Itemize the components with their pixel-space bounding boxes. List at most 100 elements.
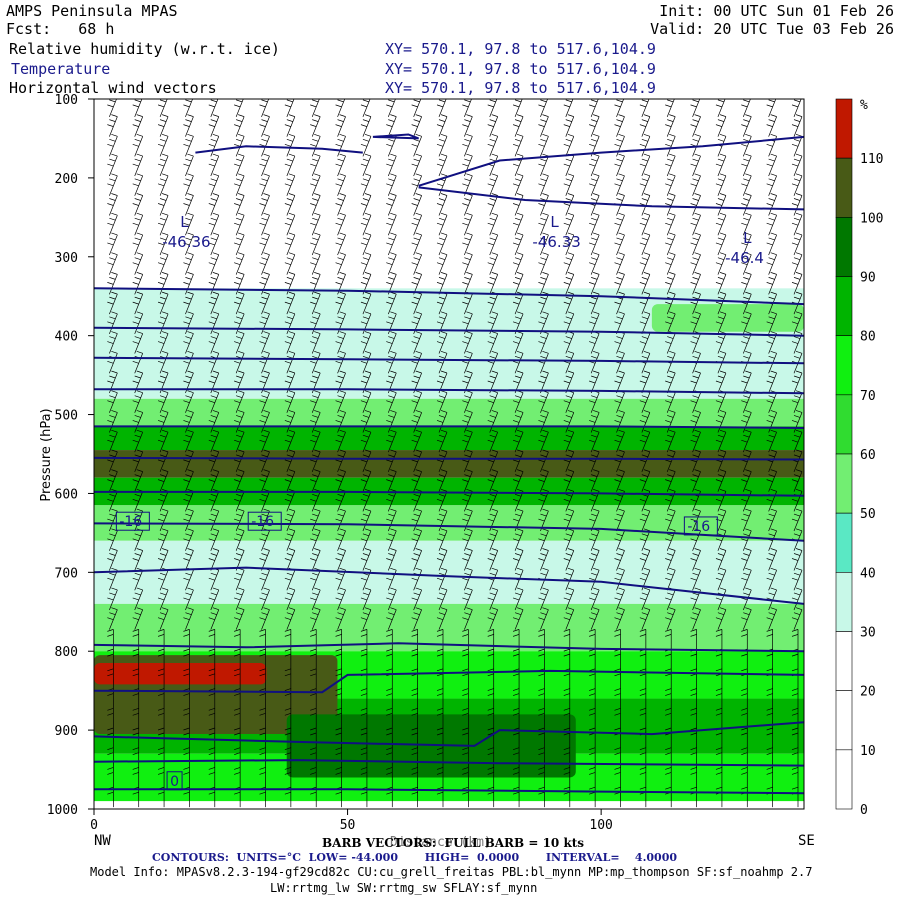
wind-barb [436, 449, 448, 473]
wind-barb [512, 173, 524, 196]
wind-barb [107, 272, 118, 295]
wind-barb [665, 688, 672, 709]
wind-barb [107, 311, 118, 334]
footer-model-info-1: Model Info: MPASv8.2.3-194-gf29cd82c CU:… [90, 865, 813, 879]
wind-barb [436, 489, 448, 512]
wind-barb [157, 429, 169, 453]
wind-barb [183, 193, 194, 216]
colorbar-swatch [835, 98, 853, 159]
wind-barb [360, 390, 372, 413]
wind-barb [208, 767, 216, 788]
wind-barb [614, 469, 625, 492]
wind-barb [436, 350, 448, 374]
wind-barb [538, 134, 549, 157]
wind-barb [715, 252, 727, 275]
wind-barb [665, 607, 676, 630]
init-time: 00 UTC Sun 01 Feb 26 [713, 2, 894, 20]
wind-barb [715, 688, 723, 709]
wind-barb [208, 252, 220, 275]
wind-barb [665, 410, 676, 433]
wind-barb [512, 252, 524, 275]
wind-barb [157, 350, 169, 374]
colorbar-tick-label: 110 [860, 152, 883, 167]
wind-barb [208, 272, 220, 295]
wind-barb [234, 648, 241, 670]
wind-barb [360, 370, 372, 394]
wind-barb [259, 193, 270, 216]
wind-barb [386, 331, 397, 354]
wind-barb [690, 99, 701, 118]
wind-barb [614, 767, 621, 788]
wind-barb [462, 747, 469, 768]
wind-barb [310, 648, 317, 670]
y-tick-label: 600 [55, 487, 78, 502]
wind-barb [436, 469, 448, 492]
wind-barb [411, 548, 422, 571]
wind-barb [512, 331, 524, 354]
wind-barb [335, 212, 346, 236]
wind-barb [411, 607, 422, 630]
wind-barb [436, 390, 448, 413]
wind-barb [436, 114, 448, 137]
wind-barb [589, 688, 596, 709]
wind-barb [614, 508, 625, 532]
wind-barb [639, 587, 651, 611]
wind-barb [132, 648, 140, 670]
wind-barb [589, 173, 600, 196]
colorbar-swatch [835, 394, 853, 455]
header-valid: Valid: 20 UTC Tue 03 Feb 26 [650, 21, 894, 38]
wind-barb [310, 607, 321, 630]
wind-barb [690, 272, 701, 295]
wind-barb [690, 331, 701, 354]
wind-barb [157, 173, 169, 196]
wind-barb [715, 469, 727, 492]
wind-barb [741, 173, 752, 196]
wind-barb [386, 508, 397, 532]
header-forecast: Fcst: 68 h [6, 21, 114, 38]
wind-barb [310, 449, 321, 473]
colorbar-unit: % [860, 98, 868, 113]
wind-barb [234, 232, 245, 256]
wind-barb [132, 331, 144, 354]
wind-barb [791, 587, 803, 611]
wind-barb [436, 607, 448, 630]
wind-barb [284, 193, 296, 216]
wind-barb [107, 489, 118, 512]
wind-barb [157, 410, 169, 433]
wind-barb [107, 548, 118, 571]
wind-barb [487, 429, 499, 453]
wind-barb [589, 489, 600, 512]
wind-barb [741, 193, 752, 216]
wind-barb [234, 767, 241, 788]
wind-barb [386, 429, 397, 453]
wind-barb [512, 489, 524, 512]
wind-barb [690, 350, 701, 374]
wind-barb [462, 567, 473, 591]
wind-barb [360, 489, 372, 512]
wind-barb [589, 252, 600, 275]
wind-barb [310, 193, 321, 216]
rh-layer [94, 99, 804, 289]
wind-barb [715, 607, 727, 630]
rh-feature [94, 663, 267, 685]
wind-barb [589, 272, 600, 295]
wind-barb [284, 548, 296, 571]
wind-barb [589, 767, 596, 788]
wind-barb [665, 134, 676, 157]
wind-barb [766, 469, 777, 492]
wind-barb [614, 449, 625, 473]
colorbar-swatch [835, 631, 853, 691]
low-center-mark: L [743, 229, 752, 247]
wind-barb [107, 212, 118, 236]
wind-barb [360, 252, 372, 275]
wind-barb [639, 232, 651, 256]
wind-barb [132, 134, 144, 157]
wind-barb [183, 370, 194, 394]
wind-barb [234, 607, 245, 630]
y-axis: 100 200 300 400 500 600 700 800 900 1000 [47, 93, 94, 818]
wind-barb [766, 291, 777, 315]
contour-label: -16 [251, 514, 274, 530]
wind-barb [360, 469, 372, 492]
wind-barb [487, 767, 495, 788]
wind-barb [208, 153, 220, 177]
